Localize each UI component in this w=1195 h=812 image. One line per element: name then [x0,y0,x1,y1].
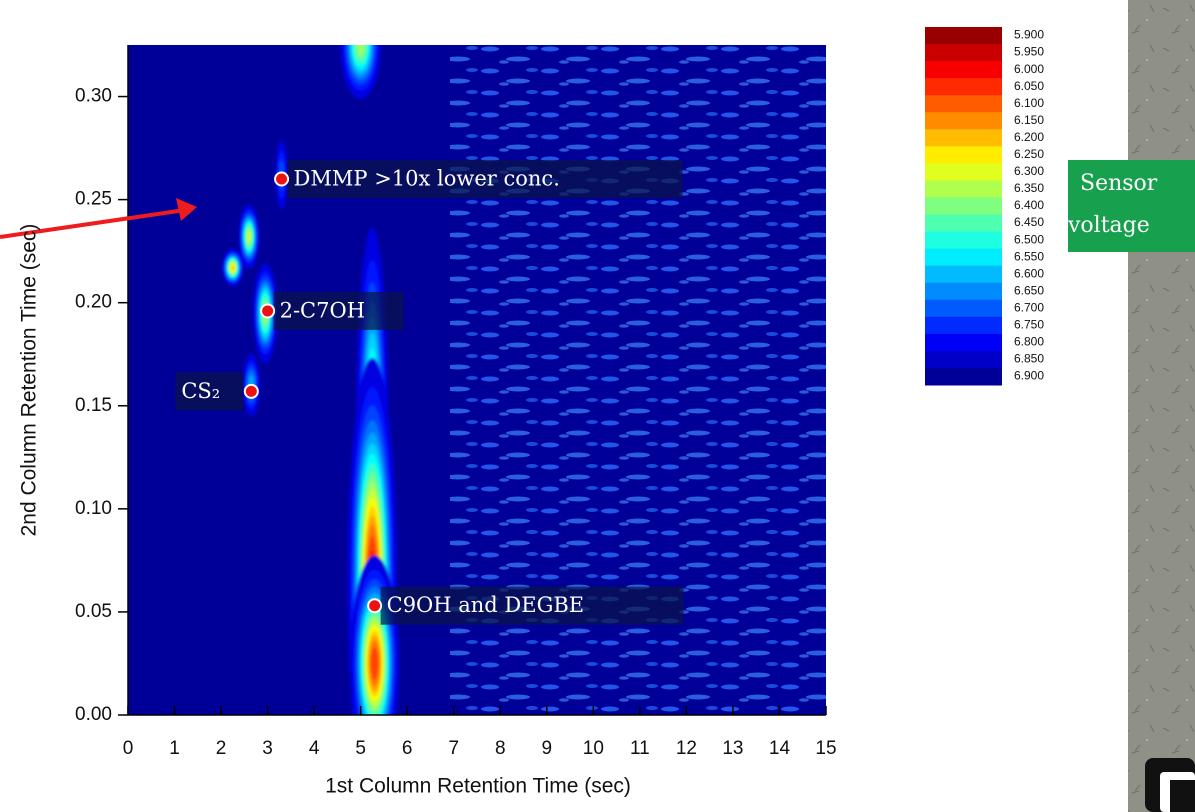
x-tick-label: 7 [448,738,459,759]
annotation-marker [274,171,290,187]
colorbar-label: 6.450 [1014,215,1044,229]
colorbar-label: 6.550 [1014,249,1044,263]
colorbar-segment [925,27,1002,45]
colorbar-label: 6.700 [1014,300,1044,314]
x-tick-label: 12 [676,738,697,759]
axes: 0 1 2 3 4 5 6 7 8 9 10 11 12 13 14 150.000.050.100.150.… [75,45,837,759]
x-tick-label: 4 [309,738,320,759]
colorbar-segment [925,95,1002,113]
colorbar-segment [925,61,1002,79]
x-tick-label: 2 [216,738,227,759]
colorbar-label: 6.300 [1014,164,1044,178]
sensor-label: voltage [1067,213,1150,238]
colorbar-segment [925,333,1002,352]
annotation-label: C9OH and DEGBE [387,593,585,617]
logo [1170,780,1195,812]
peak [340,45,382,100]
x-tick-label: 13 [722,738,743,759]
x-tick-label: 3 [262,738,273,759]
contour [371,647,379,680]
colorbar-label: 6.650 [1014,283,1044,297]
contour [230,264,235,271]
colorbar-label: 6.500 [1014,232,1044,246]
colorbar-label: 5.900 [1014,28,1044,42]
y-tick-label: 0.05 [75,601,112,622]
annotation-box [175,372,244,411]
x-tick-label: 1 [169,738,180,759]
annotation-box [287,160,683,198]
colorbar-segment [925,265,1002,284]
colorbar-segment [925,180,1002,198]
colorbar-label: 6.850 [1014,352,1044,366]
colorbar-segment [925,248,1002,267]
contour [356,45,365,56]
colorbar-label: 6.750 [1014,318,1044,332]
colorbar-segment [925,350,1002,369]
colorbar: 5.900 5.950 6.000 6.050 6.100 6.150 6.200 6.250… [925,27,1044,386]
annotations: DMMP >10x lower conc. 2-C7OH CS₂ C9OH and D… [175,160,684,625]
peaks [222,45,399,715]
colorbar-segment [925,316,1002,335]
colorbar-label: 6.250 [1014,147,1044,161]
y-axis-label: 2nd Column Retention Time (sec) [18,224,41,537]
sensor-label: Sensor [1080,171,1158,196]
y-tick-label: 0.20 [75,292,112,313]
annotation-label: DMMP >10x lower conc. [294,167,560,191]
arrow-head [176,198,197,221]
colorbar-segment [925,367,1002,386]
annotation-box [380,586,684,625]
colorbar-label: 6.400 [1014,198,1044,212]
colorbar-segment [925,146,1002,164]
colorbar-segment [925,197,1002,216]
colorbar-segment [925,231,1002,250]
colorbar-label: 6.100 [1014,96,1044,110]
y-tick-label: 0.30 [75,86,112,107]
annotation-box [273,291,404,330]
colorbar-segment [925,214,1002,233]
annotation-marker [243,383,259,399]
sensor-box [1068,160,1195,252]
x-tick-label: 6 [402,738,413,759]
x-tick-label: 9 [542,738,553,759]
colorbar-segment [925,282,1002,301]
colorbar-segment [925,163,1002,181]
colorbar-label: 6.050 [1014,79,1044,93]
x-tick-label: 10 [583,738,604,759]
colorbar-label: 6.350 [1014,181,1044,195]
x-tick-label: 11 [630,738,650,759]
colorbar-label: 6.600 [1014,266,1044,280]
peak [238,204,260,269]
annotation-label: CS₂ [181,379,220,403]
x-tick-label: 5 [355,738,366,759]
annotation-label: 2-C7OH [280,298,365,322]
annotation-marker [260,303,276,319]
colorbar-segment [925,299,1002,318]
y-tick-label: 0.00 [75,704,112,725]
x-tick-label: 15 [815,738,836,759]
colorbar-segment [925,112,1002,130]
y-tick-label: 0.15 [75,395,112,416]
colorbar-label: 5.950 [1014,45,1044,59]
colorbar-label: 6.000 [1014,62,1044,76]
colorbar-label: 6.150 [1014,113,1044,127]
contour [247,230,251,243]
colorbar-segment [925,129,1002,147]
x-tick-label: 8 [495,738,506,759]
colorbar-label: 6.900 [1014,369,1044,383]
colorbar-segment [925,78,1002,96]
colorbar-label: 6.200 [1014,130,1044,144]
y-tick-label: 0.10 [75,498,112,519]
annotation-marker [367,598,383,614]
colorbar-label: 6.800 [1014,335,1044,349]
y-tick-label: 0.25 [75,189,112,210]
x-axis-label: 1st Column Retention Time (sec) [325,775,631,798]
colorbar-segment [925,44,1002,62]
peak [222,248,244,287]
arrow [0,208,186,239]
side-strip [1128,0,1195,812]
x-tick-label: 14 [769,738,791,759]
x-tick-label: 0 [123,738,134,759]
